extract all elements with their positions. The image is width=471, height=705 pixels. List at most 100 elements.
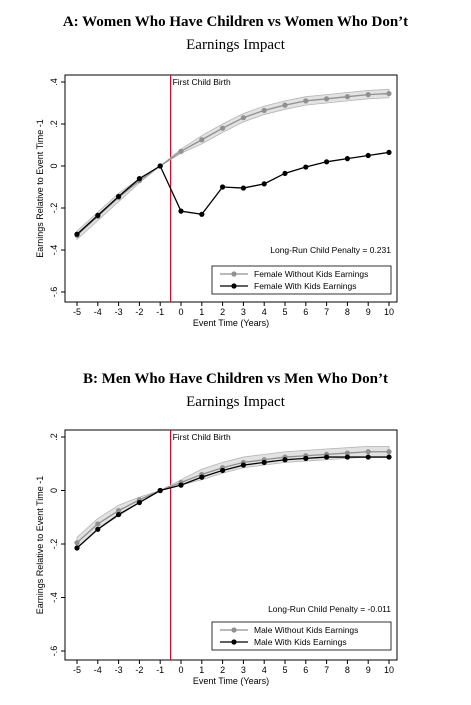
chart-men-earnings: -.6 -.4 -.2 0 .2 -5 -4 -3 -2 -1 0 1 2 3 4 5 6 7 8 9 10 Event … bbox=[35, 429, 398, 686]
data-point bbox=[386, 454, 392, 460]
data-point bbox=[136, 176, 142, 182]
x-tick-label: 8 bbox=[345, 307, 350, 317]
data-point bbox=[95, 212, 101, 218]
series-line bbox=[76, 451, 389, 544]
x-tick-label: 1 bbox=[199, 307, 204, 317]
x-tick-label: 3 bbox=[241, 665, 246, 675]
data-point bbox=[220, 184, 226, 190]
chart-women-earnings: -.6 -.4 -.2 0 .2 .4 -5 -4 -3 -2 -1 0 1 2 3 4 5 6 7 8 9 10 Even… bbox=[35, 74, 398, 328]
data-point bbox=[261, 181, 267, 187]
data-point bbox=[74, 545, 80, 551]
legend-swatch-marker bbox=[231, 283, 237, 289]
x-tick-label: -4 bbox=[94, 665, 102, 675]
legend-swatch-marker bbox=[231, 639, 237, 645]
data-point bbox=[74, 540, 80, 546]
data-point bbox=[95, 526, 101, 532]
data-point bbox=[178, 482, 184, 488]
chart-subtitle: Earnings Impact bbox=[186, 394, 285, 410]
child-penalty-annotation: Long-Run Child Penalty = 0.231 bbox=[270, 245, 391, 255]
chart-title: B: Men Who Have Children vs Men Who Don’… bbox=[82, 371, 389, 387]
x-tick-label: 9 bbox=[366, 307, 371, 317]
x-tick-label: -3 bbox=[115, 307, 123, 317]
data-point bbox=[386, 449, 392, 455]
confidence-band bbox=[76, 445, 390, 549]
panel-b: B: Men Who Have Children vs Men Who Don’… bbox=[0, 360, 471, 700]
x-tick-label: 10 bbox=[384, 307, 394, 317]
y-axis-title: Earnings Relative to Event Time -1 bbox=[35, 119, 45, 258]
plot-frame bbox=[64, 74, 398, 303]
data-point bbox=[74, 231, 80, 237]
x-tick-label: -1 bbox=[156, 665, 164, 675]
x-tick-label: 7 bbox=[324, 665, 329, 675]
data-point bbox=[282, 102, 288, 108]
data-point bbox=[199, 474, 205, 480]
x-axis-title: Event Time (Years) bbox=[193, 318, 269, 328]
legend-label: Female With Kids Earnings bbox=[254, 281, 357, 291]
data-point bbox=[95, 521, 101, 527]
data-point bbox=[282, 170, 288, 176]
y-tick-label: .2 bbox=[49, 120, 59, 128]
data-point bbox=[240, 115, 246, 121]
data-point bbox=[365, 454, 371, 460]
data-point bbox=[282, 457, 288, 463]
data-point bbox=[178, 208, 184, 214]
data-point bbox=[344, 156, 350, 162]
chart-subtitle: Earnings Impact bbox=[186, 37, 285, 53]
data-point bbox=[344, 454, 350, 460]
y-tick-label: .4 bbox=[49, 78, 59, 86]
series-line bbox=[76, 92, 390, 236]
x-tick-label: 8 bbox=[345, 665, 350, 675]
data-point bbox=[344, 450, 350, 456]
x-tick-label: 3 bbox=[241, 307, 246, 317]
data-point bbox=[116, 511, 122, 518]
data-point bbox=[386, 149, 392, 155]
data-point bbox=[261, 107, 267, 113]
data-point bbox=[365, 92, 371, 98]
legend-label: Female Without Kids Earnings bbox=[254, 269, 368, 279]
y-tick-label: .2 bbox=[49, 433, 59, 441]
legend-label: Male Without Kids Earnings bbox=[254, 625, 358, 635]
data-point bbox=[303, 455, 309, 461]
data-point bbox=[136, 499, 142, 506]
x-tick-label: -1 bbox=[156, 307, 164, 317]
x-axis-title: Event Time (Years) bbox=[193, 676, 269, 686]
legend-box bbox=[211, 621, 392, 651]
legend-box bbox=[211, 265, 392, 295]
x-tick-label: 6 bbox=[303, 665, 308, 675]
x-tick-label: 7 bbox=[324, 307, 329, 317]
data-point bbox=[240, 462, 246, 468]
data-point bbox=[199, 137, 205, 143]
plot-frame bbox=[64, 429, 398, 661]
data-point bbox=[324, 159, 330, 165]
y-axis-title: Earnings Relative to Event Time -1 bbox=[35, 476, 45, 615]
x-tick-label: -4 bbox=[94, 307, 102, 317]
data-point bbox=[344, 94, 350, 100]
x-tick-label: 2 bbox=[220, 665, 225, 675]
legend-swatch-marker bbox=[231, 627, 237, 633]
legend-swatch-marker bbox=[231, 271, 237, 277]
y-tick-label: -.4 bbox=[49, 245, 59, 256]
chart-title: A: Women Who Have Children vs Women Who … bbox=[62, 14, 409, 30]
y-tick-label: -.4 bbox=[49, 592, 59, 603]
x-tick-label: -5 bbox=[73, 307, 81, 317]
x-tick-label: 5 bbox=[282, 665, 287, 675]
x-tick-label: -3 bbox=[115, 665, 123, 675]
data-point bbox=[324, 96, 330, 102]
x-tick-label: 4 bbox=[262, 307, 267, 317]
x-tick-label: 2 bbox=[220, 307, 225, 317]
y-tick-label: -.6 bbox=[49, 287, 59, 298]
x-tick-label: -5 bbox=[73, 665, 81, 675]
data-point bbox=[324, 454, 330, 460]
data-point bbox=[365, 152, 371, 159]
x-tick-label: 10 bbox=[384, 665, 394, 675]
panel-a: A: Women Who Have Children vs Women Who … bbox=[0, 0, 471, 350]
data-point bbox=[199, 211, 205, 217]
data-point bbox=[303, 164, 309, 170]
series-line bbox=[76, 456, 389, 549]
data-point bbox=[303, 98, 309, 104]
y-tick-label: -.2 bbox=[49, 539, 59, 550]
data-point bbox=[220, 125, 226, 131]
y-tick-label: 0 bbox=[49, 163, 59, 168]
data-point bbox=[157, 487, 163, 494]
data-point bbox=[386, 90, 392, 97]
